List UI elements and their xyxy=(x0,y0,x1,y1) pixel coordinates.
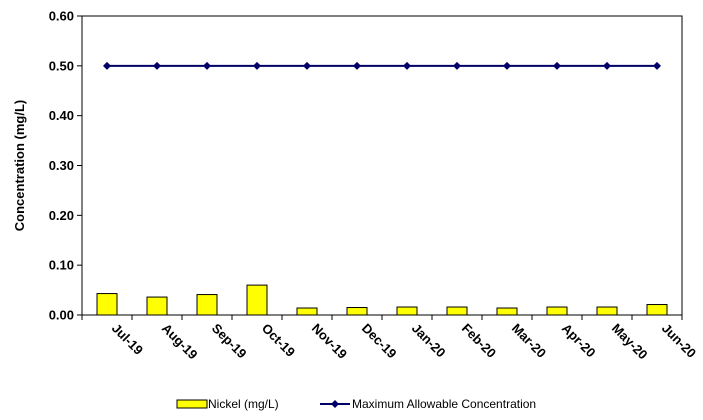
y-tick-label: 0.00 xyxy=(49,308,74,323)
point-max-allowable xyxy=(653,61,661,70)
x-tick-label: Aug-19 xyxy=(159,321,201,363)
y-tick-label: 0.40 xyxy=(49,108,74,123)
point-max-allowable xyxy=(153,61,161,70)
plot-area: 0.00 0.10 0.20 0.30 0.40 0.50 0.60 Jul-19 Aug-19… xyxy=(49,9,699,363)
legend-label-nickel: Nickel (mg/L) xyxy=(208,397,279,411)
x-tick-label: Jan-20 xyxy=(409,321,449,361)
y-tick-label: 0.50 xyxy=(49,58,74,73)
point-max-allowable xyxy=(303,61,311,70)
point-max-allowable xyxy=(403,61,411,70)
bar-nickel xyxy=(246,284,268,316)
bar-nickel xyxy=(346,307,368,316)
bar-nickel xyxy=(96,293,118,316)
x-tick-label: Feb-20 xyxy=(459,321,499,361)
x-tick-label: Nov-19 xyxy=(309,321,350,362)
bar-nickel xyxy=(446,306,468,316)
y-tick-label: 0.60 xyxy=(49,9,74,24)
legend-marker-max-allowable xyxy=(331,400,339,408)
x-tick-label: Jul-19 xyxy=(109,321,146,358)
bar-nickel xyxy=(146,296,168,316)
x-tick-label: Jun-20 xyxy=(659,321,699,361)
legend-swatch-nickel xyxy=(176,399,208,409)
point-max-allowable xyxy=(553,61,561,70)
x-tick-label: Dec-19 xyxy=(359,321,400,362)
legend-label-max-allowable: Maximum Allowable Concentration xyxy=(352,397,536,411)
point-max-allowable xyxy=(603,61,611,70)
bar-nickel xyxy=(596,306,618,316)
x-tick-label: Apr-20 xyxy=(559,321,599,361)
legend: Nickel (mg/L) Maximum Allowable Concentr… xyxy=(176,397,536,411)
x-tick-label: Sep-19 xyxy=(209,321,250,362)
x-tick-label: Oct-19 xyxy=(259,321,298,360)
y-tick-label: 0.20 xyxy=(49,208,74,223)
bar-nickel xyxy=(546,306,568,316)
point-max-allowable xyxy=(353,61,361,70)
y-axis-title: Concentration (mg/L) xyxy=(12,100,27,231)
x-tick-label: Mar-20 xyxy=(509,321,549,361)
x-tick-label: May-20 xyxy=(609,321,651,363)
y-tick-label: 0.30 xyxy=(49,158,74,173)
point-max-allowable xyxy=(253,61,261,70)
bar-nickel xyxy=(646,304,668,316)
point-max-allowable xyxy=(453,61,461,70)
point-max-allowable xyxy=(103,61,111,70)
bar-nickel xyxy=(496,307,518,316)
point-max-allowable xyxy=(203,61,211,70)
bar-nickel xyxy=(296,307,318,316)
bar-nickel xyxy=(396,306,418,316)
point-max-allowable xyxy=(503,61,511,70)
y-tick-label: 0.10 xyxy=(49,258,74,273)
plot-border xyxy=(81,15,683,316)
bar-nickel xyxy=(196,294,218,316)
